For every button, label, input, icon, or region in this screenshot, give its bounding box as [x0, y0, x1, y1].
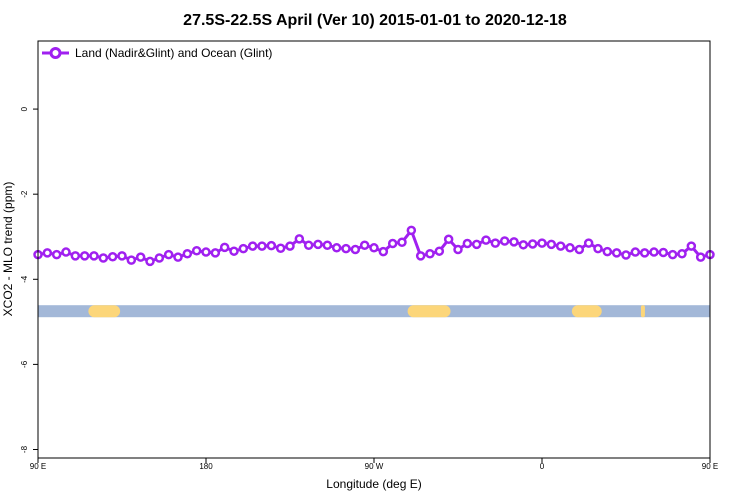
data-point	[369, 243, 379, 253]
data-point	[154, 253, 165, 263]
data-point	[135, 252, 146, 262]
data-point	[415, 251, 426, 261]
land-segment	[88, 305, 121, 318]
data-point	[630, 247, 641, 257]
data-point	[322, 240, 333, 250]
data-point	[527, 239, 538, 249]
data-point	[51, 249, 62, 260]
data-point	[70, 251, 81, 261]
data-point	[285, 241, 295, 251]
data-point	[667, 249, 678, 260]
x-tick-label: 90 E	[702, 462, 718, 471]
data-point	[462, 238, 473, 249]
y-tick-label: 0	[20, 106, 29, 111]
ocean-band	[38, 305, 710, 318]
data-point	[583, 238, 594, 248]
data-point	[313, 239, 323, 250]
data-point	[163, 249, 174, 260]
x-tick-label: 90 E	[30, 462, 46, 471]
y-axis: 0 -2 -4 -6 -8	[20, 106, 38, 453]
data-point	[499, 236, 510, 246]
data-point	[471, 239, 482, 250]
data-point	[555, 241, 566, 251]
data-point	[677, 249, 687, 259]
data-point	[266, 240, 277, 251]
data-point	[621, 250, 631, 260]
data-point	[686, 241, 697, 251]
y-tick-label: -8	[20, 445, 29, 453]
surface-bar	[38, 305, 710, 318]
data-point	[238, 243, 249, 254]
x-axis-label: Longitude (deg E)	[326, 477, 421, 491]
data-point	[425, 249, 435, 259]
data-point	[191, 246, 202, 256]
x-axis: 90 E 180 90 W 0 90 E	[30, 458, 718, 471]
legend-marker	[49, 47, 62, 59]
data-point	[649, 247, 659, 257]
y-axis-label: XCO2 - MLO trend (ppm)	[1, 182, 15, 317]
data-point	[145, 256, 155, 267]
data-point	[490, 238, 501, 248]
data-point	[42, 248, 53, 258]
data-point	[229, 246, 239, 256]
y-tick-label: -4	[20, 275, 29, 283]
data-point	[257, 241, 267, 251]
chart-title: 27.5S-22.5S April (Ver 10) 2015-01-01 to…	[183, 12, 567, 29]
data-point	[546, 239, 557, 250]
data-point	[611, 248, 622, 258]
data-point	[350, 244, 361, 255]
data-point	[518, 240, 529, 250]
legend-label: Land (Nadir&Glint) and Ocean (Glint)	[75, 46, 272, 60]
data-point	[537, 238, 547, 248]
data-point	[602, 246, 613, 257]
data-point	[565, 243, 575, 253]
data-point	[695, 252, 706, 262]
data-point	[117, 251, 127, 261]
data-point	[61, 247, 71, 257]
data-point	[397, 237, 407, 248]
data-point	[434, 246, 445, 256]
y-tick-label: -6	[20, 360, 29, 368]
y-tick-label: -2	[20, 190, 29, 198]
x-tick-label: 0	[540, 462, 545, 471]
data-point	[658, 247, 669, 258]
data-point	[173, 252, 183, 262]
x-tick-label: 90 W	[365, 462, 384, 471]
data-point	[341, 243, 351, 254]
data-point	[247, 241, 258, 251]
data-point	[275, 243, 286, 253]
data-point	[574, 244, 585, 255]
data-point	[98, 253, 109, 263]
data-point	[182, 249, 193, 259]
data-point	[201, 247, 211, 257]
data-point	[593, 243, 603, 254]
data-point	[509, 237, 519, 247]
series-layer	[33, 225, 715, 267]
data-point	[639, 248, 650, 258]
land-segment	[407, 305, 451, 318]
data-point	[481, 235, 491, 245]
land-segment	[640, 305, 645, 318]
x-tick-label: 180	[199, 462, 213, 471]
data-point	[210, 248, 221, 258]
data-point	[406, 225, 417, 236]
data-point	[378, 246, 389, 257]
data-point	[89, 251, 99, 261]
data-point	[219, 242, 230, 253]
data-point	[303, 240, 314, 250]
data-point	[453, 244, 463, 255]
data-point	[107, 251, 118, 262]
data-point	[126, 255, 137, 265]
data-point	[294, 234, 305, 244]
data-point	[387, 238, 398, 249]
legend: Land (Nadir&Glint) and Ocean (Glint)	[42, 46, 272, 60]
data-point	[443, 234, 454, 245]
data-point	[331, 243, 342, 253]
data-point	[359, 240, 370, 250]
land-segment	[571, 305, 602, 318]
data-point	[79, 251, 90, 261]
